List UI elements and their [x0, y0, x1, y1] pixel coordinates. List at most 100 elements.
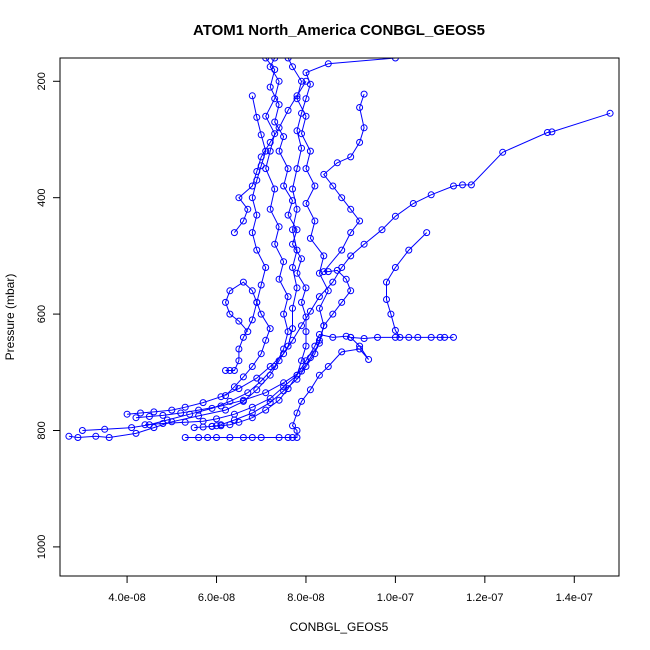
- data-point: [338, 194, 346, 202]
- y-tick-label: 400: [36, 189, 48, 207]
- data-point: [253, 386, 261, 394]
- data-point: [293, 434, 301, 441]
- data-point: [181, 418, 189, 426]
- data-point: [248, 363, 256, 370]
- series-1: [65, 58, 399, 441]
- data-point: [266, 138, 274, 146]
- data-point: [159, 420, 167, 427]
- data-point: [235, 345, 243, 353]
- data-point: [391, 264, 399, 271]
- data-point: [253, 211, 261, 219]
- data-point: [333, 266, 341, 274]
- data-point: [280, 182, 288, 190]
- data-point: [92, 432, 100, 440]
- data-point: [275, 77, 283, 85]
- data-point: [266, 363, 274, 370]
- data-point: [244, 205, 252, 213]
- data-point: [324, 60, 332, 68]
- data-point: [320, 252, 328, 260]
- data-point: [347, 333, 355, 341]
- data-point: [195, 406, 203, 414]
- data-point: [391, 326, 399, 334]
- series-line: [224, 281, 271, 396]
- data-point: [342, 332, 350, 340]
- data-point: [217, 421, 225, 429]
- data-point: [271, 240, 279, 248]
- data-point: [293, 284, 301, 292]
- data-point: [289, 304, 296, 312]
- data-point: [266, 205, 274, 213]
- data-point: [253, 374, 261, 382]
- data-point: [302, 69, 310, 77]
- data-point: [74, 434, 82, 441]
- data-point: [230, 383, 238, 391]
- y-tick-label: 1000: [36, 535, 48, 559]
- data-point: [253, 168, 261, 175]
- y-axis: 200 400 600 800 1000: [36, 72, 61, 559]
- data-point: [356, 217, 364, 225]
- data-point: [315, 304, 323, 312]
- data-point: [293, 269, 301, 277]
- data-point: [275, 124, 283, 132]
- data-point: [289, 336, 296, 344]
- series-5: [123, 109, 614, 418]
- data-point: [222, 298, 229, 306]
- data-point: [239, 278, 247, 286]
- series-line: [135, 58, 329, 419]
- data-point: [271, 363, 279, 370]
- data-point: [356, 342, 364, 350]
- data-point: [302, 112, 310, 120]
- data-point: [262, 406, 270, 414]
- data-point: [383, 296, 390, 303]
- data-point: [262, 112, 270, 120]
- data-point: [293, 165, 301, 173]
- data-point: [302, 328, 310, 336]
- data-point: [266, 83, 274, 91]
- data-point: [289, 226, 296, 234]
- data-point: [311, 217, 319, 225]
- data-point: [338, 348, 346, 356]
- data-point: [253, 298, 261, 306]
- data-point: [356, 138, 364, 146]
- data-point: [235, 357, 243, 365]
- data-point: [271, 66, 279, 74]
- data-point: [423, 229, 431, 237]
- data-point: [347, 153, 355, 161]
- series-layer: [65, 58, 614, 441]
- data-point: [248, 229, 256, 237]
- data-point: [298, 255, 305, 263]
- data-point: [289, 63, 296, 71]
- data-point: [391, 333, 399, 341]
- data-point: [320, 268, 328, 276]
- data-point: [302, 313, 310, 321]
- x-tick-label: 1.0e-07: [377, 592, 414, 604]
- data-point: [213, 422, 220, 430]
- data-point: [248, 194, 256, 202]
- data-point: [257, 350, 265, 358]
- data-point: [405, 333, 413, 341]
- data-point: [271, 118, 279, 126]
- data-point: [391, 58, 399, 62]
- data-point: [280, 350, 288, 358]
- data-point: [284, 293, 292, 301]
- data-point: [235, 385, 243, 393]
- data-point: [145, 413, 153, 420]
- data-point: [239, 333, 247, 341]
- data-point: [226, 397, 234, 405]
- data-point: [181, 403, 189, 411]
- data-point: [329, 333, 337, 341]
- data-point: [347, 205, 355, 213]
- data-point: [208, 422, 216, 430]
- data-point: [333, 159, 341, 167]
- series-line: [127, 112, 611, 415]
- data-point: [298, 357, 305, 365]
- data-point: [248, 92, 256, 100]
- y-tick-label: 800: [36, 421, 48, 439]
- data-point: [132, 429, 140, 437]
- data-point: [262, 389, 270, 397]
- data-point: [199, 423, 207, 431]
- data-point: [298, 144, 305, 152]
- data-point: [405, 246, 413, 254]
- data-point: [248, 182, 256, 190]
- data-point: [548, 128, 556, 136]
